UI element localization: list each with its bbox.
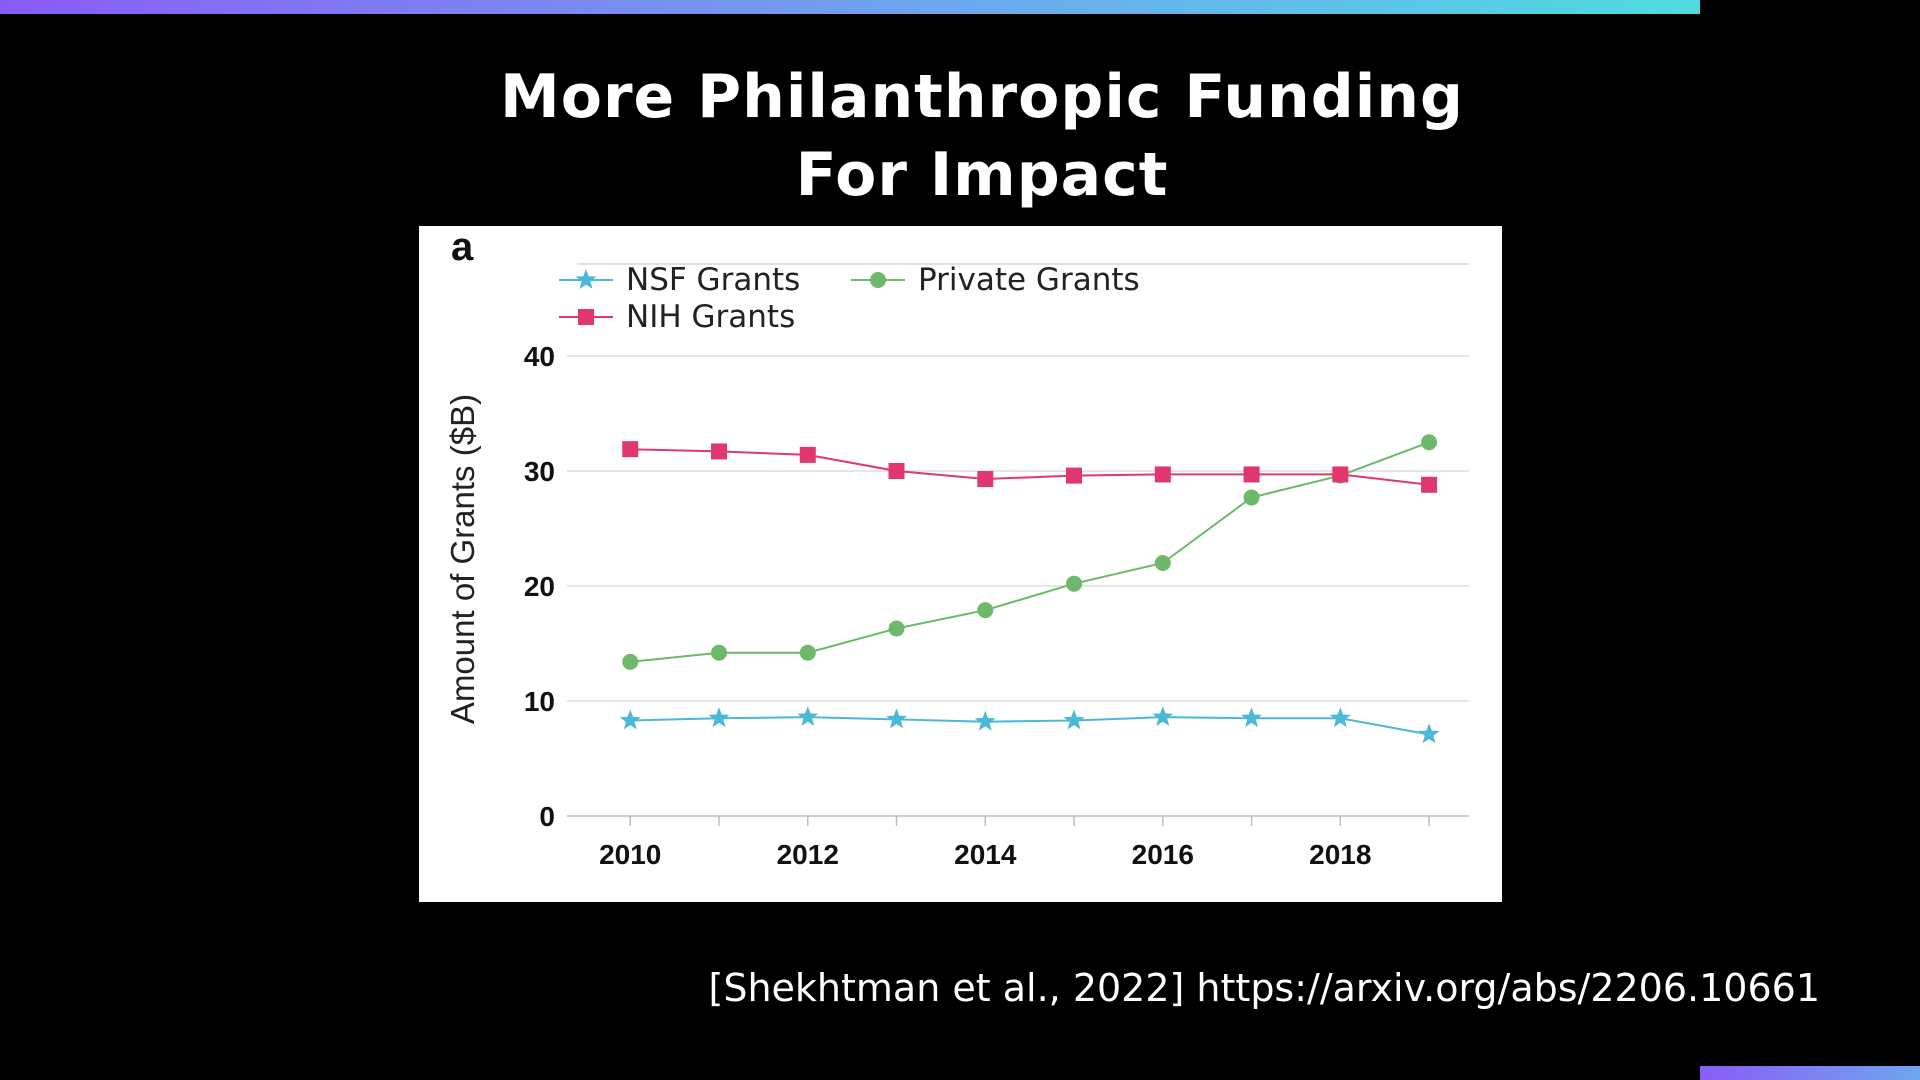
nsf-grants-point [619, 709, 641, 730]
nih-grants-line [630, 448, 1430, 486]
nih-grants-point [1066, 467, 1083, 484]
legend-label: NIH Grants [626, 299, 795, 335]
private-grants-point [711, 644, 728, 661]
legend-item-nsf-grants: NSF Grants [559, 262, 800, 298]
private-grants-point [622, 653, 639, 670]
private-grants-point [977, 602, 994, 619]
private-grants-series [622, 434, 1438, 670]
nsf-grants-point [1152, 706, 1174, 726]
x-tick-label: 2016 [1132, 839, 1194, 870]
nih-grants-point [1421, 476, 1438, 493]
nih-grants-point [977, 471, 994, 488]
nsf-grants-point [1063, 709, 1085, 730]
y-tick-label: 40 [524, 341, 555, 372]
citation: [Shekhtman et al., 2022] https://arxiv.o… [708, 966, 1820, 1010]
x-tick-label: 2012 [777, 839, 839, 870]
slide-title-line-2: For Impact [795, 140, 1169, 210]
legend-label: NSF Grants [626, 262, 800, 298]
private-grants-point [1243, 489, 1260, 506]
panel-label: a [451, 226, 474, 269]
y-tick-label: 20 [524, 571, 555, 602]
legend-item-private-grants: Private Grants [851, 262, 1140, 298]
line-chart: 0 10 20 30 40 2010 2012 2014 2016 2018 NSF Grants… [444, 226, 1469, 870]
nsf-grants-point [974, 710, 996, 731]
legend-swatch-marker [870, 272, 886, 288]
y-tick-label: 10 [524, 686, 555, 717]
legend-label: Private Grants [918, 262, 1140, 298]
nih-grants-series [622, 441, 1438, 493]
nsf-grants-point [1329, 707, 1351, 728]
x-tick-label: 2014 [954, 839, 1017, 870]
top-accent-bar [0, 0, 1700, 14]
nih-grants-point [711, 443, 728, 460]
legend-item-nih-grants: NIH Grants [559, 299, 795, 335]
slide-title-line-1: More Philanthropic Funding [500, 62, 1464, 132]
private-grants-point [799, 644, 816, 661]
nih-grants-point [1243, 466, 1260, 483]
nih-grants-point [622, 441, 639, 458]
private-grants-point [1421, 434, 1438, 451]
nih-grants-point [888, 463, 905, 479]
legend: NSF Grants Private Grants NIH Grants [559, 262, 1140, 335]
x-tick-label: 2010 [599, 839, 661, 870]
nsf-grants-line [630, 716, 1430, 736]
data-series [619, 434, 1440, 744]
private-grants-point [1154, 555, 1171, 571]
chart-panel: 0 10 20 30 40 2010 2012 2014 2016 2018 NSF Grants… [419, 226, 1502, 902]
y-tick-label: 30 [524, 456, 555, 487]
private-grants-line [630, 441, 1430, 663]
nsf-grants-point [708, 707, 730, 728]
y-tick-label: 0 [539, 801, 555, 832]
legend-swatch-marker [578, 309, 594, 325]
grid-lines [567, 263, 1469, 817]
nsf-grants-point [1418, 723, 1440, 744]
axes: 0 10 20 30 40 2010 2012 2014 2016 2018 [524, 341, 1430, 870]
nih-grants-point [1332, 466, 1349, 483]
nsf-grants-point [886, 708, 907, 729]
private-grants-point [888, 620, 905, 637]
nih-grants-point [1154, 466, 1171, 483]
bottom-accent-bar [1700, 1066, 1920, 1080]
legend-swatch-marker [575, 269, 597, 289]
nsf-grants-point [1241, 707, 1262, 728]
x-tick-label: 2018 [1309, 839, 1371, 870]
slide-title: More Philanthropic Funding For Impact [0, 58, 1920, 214]
nsf-grants-point [797, 706, 819, 726]
nih-grants-point [799, 446, 816, 463]
private-grants-point [1066, 575, 1083, 592]
nsf-grants-series [619, 706, 1440, 744]
y-axis-label: Amount of Grants ($B) [444, 394, 481, 724]
